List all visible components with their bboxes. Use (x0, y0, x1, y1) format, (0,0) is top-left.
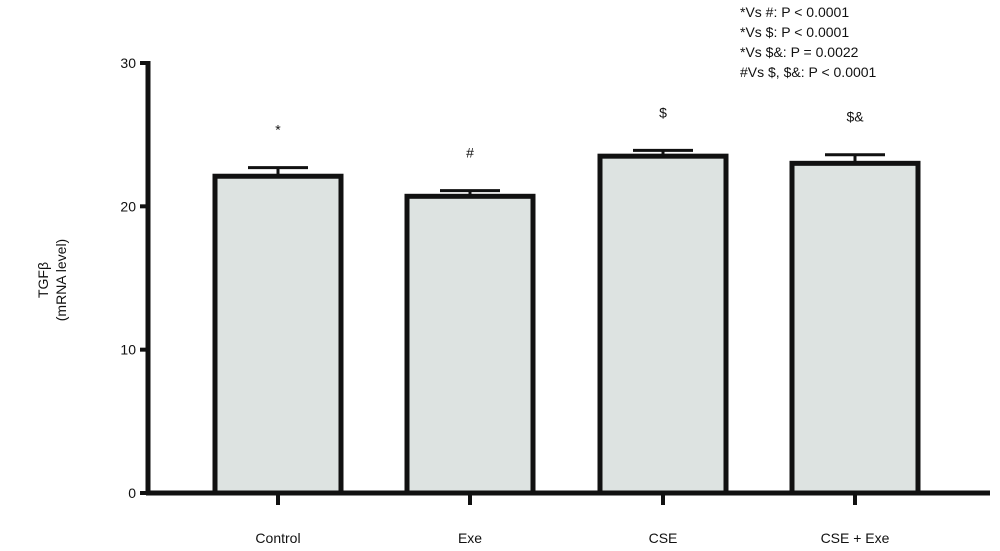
y-tick-label: 10 (120, 342, 136, 358)
bar (789, 160, 921, 496)
y-tick-label: 0 (128, 485, 136, 501)
x-tick-label: Exe (458, 530, 482, 546)
bars: * # $ $& (212, 104, 921, 496)
p-value-annotation-line: *Vs $&: P = 0.0022 (740, 44, 859, 60)
y-ticks: 0 10 20 30 (120, 55, 148, 501)
p-value-annotation-line: #Vs $, $&: P < 0.0001 (740, 64, 877, 80)
bar (212, 173, 344, 496)
x-ticks: Control Exe CSE CSE + Exe (255, 493, 890, 546)
y-axis-title-line1: TGFβ (35, 262, 51, 298)
significance-label: # (466, 145, 474, 161)
y-tick-label: 20 (120, 198, 136, 214)
x-tick-label: CSE + Exe (821, 530, 890, 546)
bar (597, 153, 729, 496)
significance-label: * (275, 122, 281, 138)
significance-label: $ (659, 104, 667, 120)
y-axis-title: TGFβ (mRNA level) (35, 239, 69, 321)
p-value-annotation-line: *Vs #: P < 0.0001 (740, 4, 849, 20)
p-value-annotations: *Vs #: P < 0.0001 *Vs $: P < 0.0001 *Vs $&… (740, 4, 877, 80)
x-tick-label: CSE (649, 530, 678, 546)
significance-label: $& (846, 109, 864, 125)
y-axis-title-line2: (mRNA level) (53, 239, 69, 321)
bar (404, 193, 536, 496)
x-tick-label: Control (255, 530, 300, 546)
p-value-annotation-line: *Vs $: P < 0.0001 (740, 24, 849, 40)
y-tick-label: 30 (120, 55, 136, 71)
